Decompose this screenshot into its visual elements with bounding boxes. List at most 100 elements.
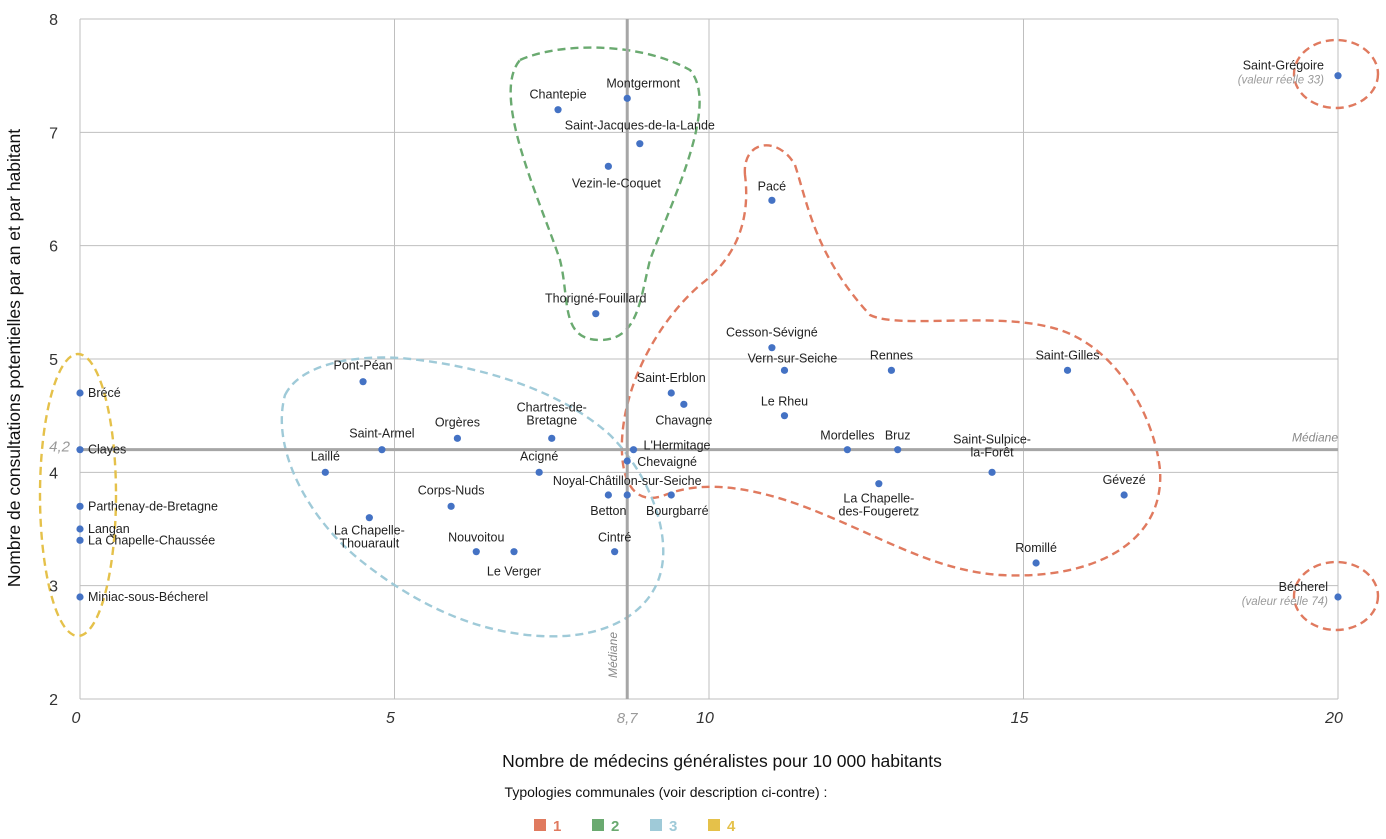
label-miniac-sous-becherel: Miniac-sous-Bécherel bbox=[88, 590, 208, 604]
point-labels: BrécéClayesParthenay-de-BretagneLanganLa… bbox=[88, 59, 1328, 608]
point-saint-gilles bbox=[1063, 366, 1072, 374]
label-pace: Pacé bbox=[758, 179, 787, 193]
point-clayes bbox=[76, 446, 84, 454]
legend-label-1: 1 bbox=[553, 818, 561, 835]
point-vezin-le-coquet bbox=[604, 162, 612, 170]
label-nouvoitou: Nouvoitou bbox=[448, 531, 504, 545]
label-saint-armel: Saint-Armel bbox=[349, 427, 414, 441]
label-romille: Romillé bbox=[1015, 541, 1057, 555]
point-becherel bbox=[1334, 593, 1342, 601]
point-vern-sur-seiche bbox=[780, 366, 789, 374]
legend-title: Typologies communales (voir description … bbox=[505, 784, 828, 800]
label-geveze: Gévezé bbox=[1103, 473, 1146, 487]
y-tick-4: 6 bbox=[49, 239, 58, 256]
label-saint-gregoire: Saint-Grégoire bbox=[1243, 59, 1324, 73]
point-saint-erblon bbox=[667, 389, 675, 397]
label-saint-sulpice-la-foret-line-2: la-Forêt bbox=[971, 445, 1015, 459]
x-tick-0: 0 bbox=[72, 710, 81, 727]
point-rennes bbox=[887, 366, 896, 374]
label-saint-erblon: Saint-Erblon bbox=[637, 371, 706, 385]
point-nouvoitou bbox=[472, 548, 480, 556]
label-noyal-chatillon-sur-seiche: Noyal-Châtillon-sur-Seiche bbox=[553, 474, 702, 488]
y-tick-2: 4 bbox=[49, 465, 58, 482]
note-saint-gregoire: (valeur réelle 33) bbox=[1238, 75, 1324, 87]
x-tick-1: 5 bbox=[386, 710, 395, 727]
legend-swatch-3 bbox=[650, 819, 662, 831]
x-tick-2: 10 bbox=[696, 710, 714, 727]
label-cintre: Cintré bbox=[598, 531, 631, 545]
label-clayes: Clayes bbox=[88, 443, 126, 457]
label-parthenay-de-bretagne: Parthenay-de-Bretagne bbox=[88, 499, 218, 513]
label-le-verger: Le Verger bbox=[487, 565, 541, 579]
cluster-1-outline-becherel bbox=[1292, 560, 1380, 632]
axis-ticks: 0 5 10 15 20 2 3 4 5 6 7 8 8,7 4,2 bbox=[49, 12, 1343, 727]
label-acigne: Acigné bbox=[520, 449, 558, 463]
point-langan bbox=[76, 525, 84, 533]
point-bourgbarre bbox=[667, 491, 675, 499]
cluster-3-outline bbox=[280, 356, 665, 638]
label-rennes: Rennes bbox=[870, 348, 913, 362]
median-lines: Médiane Médiane bbox=[80, 19, 1338, 699]
legend-label-2: 2 bbox=[611, 818, 619, 835]
label-chavagne: Chavagne bbox=[655, 413, 712, 427]
point-chartres-de-bretagne bbox=[548, 434, 556, 442]
y-tick-6: 8 bbox=[49, 12, 58, 29]
point-acigne bbox=[535, 468, 543, 476]
legend-swatch-2 bbox=[592, 819, 604, 831]
data-points bbox=[76, 72, 1342, 601]
point-le-rheu bbox=[780, 412, 789, 420]
legend: Typologies communales (voir description … bbox=[505, 784, 828, 835]
label-brece: Brécé bbox=[88, 386, 121, 400]
label-mordelles: Mordelles bbox=[820, 429, 874, 443]
label-chevaigne: Chevaigné bbox=[637, 455, 697, 469]
cluster-1-outline bbox=[620, 144, 1162, 577]
point-orgeres bbox=[453, 434, 461, 442]
x-tick-3: 15 bbox=[1011, 710, 1029, 727]
point-mordelles bbox=[843, 446, 851, 454]
legend-label-4: 4 bbox=[727, 818, 736, 835]
label-saint-jacques-de-la-lande: Saint-Jacques-de-la-Lande bbox=[565, 119, 715, 133]
label-pont-pean: Pont-Péan bbox=[334, 359, 393, 373]
label-becherel: Bécherel bbox=[1279, 580, 1328, 594]
label-cesson-sevigne: Cesson-Sévigné bbox=[726, 326, 818, 340]
point-parthenay-de-bretagne bbox=[76, 502, 84, 510]
typology-clusters bbox=[38, 38, 1380, 638]
label-saint-gilles: Saint-Gilles bbox=[1036, 348, 1100, 362]
point-la-chapelle-chaussee bbox=[76, 536, 84, 544]
label-corps-nuds: Corps-Nuds bbox=[418, 483, 485, 497]
label-chantepie: Chantepie bbox=[530, 88, 587, 102]
point-thorigne-fouillard bbox=[592, 310, 600, 318]
label-la-chapelle-des-fougeretz-line-2: des-Fougeretz bbox=[839, 505, 920, 519]
label-betton: Betton bbox=[590, 504, 626, 518]
y-tick-5: 7 bbox=[49, 125, 58, 142]
y-tick-3: 5 bbox=[49, 352, 58, 369]
label-vern-sur-seiche: Vern-sur-Seiche bbox=[748, 351, 838, 365]
cluster-1-outline-saint-gregoire bbox=[1292, 38, 1380, 110]
label-chartres-de-bretagne-line-1: Chartres-de- bbox=[517, 400, 587, 414]
point-cintre bbox=[611, 548, 619, 556]
label-bruz: Bruz bbox=[885, 429, 911, 443]
point-la-chapelle-des-fougeretz bbox=[875, 480, 883, 488]
point-pace bbox=[768, 196, 776, 204]
point-chavagne bbox=[680, 400, 688, 408]
x-tick-4: 20 bbox=[1324, 710, 1343, 727]
x-axis-title: Nombre de médecins généralistes pour 10 … bbox=[502, 751, 942, 771]
point-brece bbox=[76, 389, 84, 397]
label-montgermont: Montgermont bbox=[606, 76, 680, 90]
point-miniac-sous-becherel bbox=[76, 593, 84, 601]
point-romille bbox=[1032, 559, 1040, 567]
label-saint-sulpice-la-foret-line-1: Saint-Sulpice- bbox=[953, 432, 1031, 446]
point-saint-sulpice-la-foret bbox=[988, 468, 996, 476]
label-thorigne-fouillard: Thorigné-Fouillard bbox=[545, 292, 646, 306]
point-saint-gregoire bbox=[1334, 72, 1342, 80]
legend-swatch-1 bbox=[534, 819, 546, 831]
point-corps-nuds bbox=[447, 502, 455, 510]
point-pont-pean bbox=[359, 378, 367, 386]
point-bruz bbox=[894, 446, 902, 454]
label-le-rheu: Le Rheu bbox=[761, 395, 808, 409]
point-la-chapelle-thouarault bbox=[365, 514, 373, 522]
note-becherel: (valeur réelle 74) bbox=[1242, 596, 1328, 608]
point-laille bbox=[321, 468, 329, 476]
y-tick-1: 3 bbox=[49, 579, 58, 596]
